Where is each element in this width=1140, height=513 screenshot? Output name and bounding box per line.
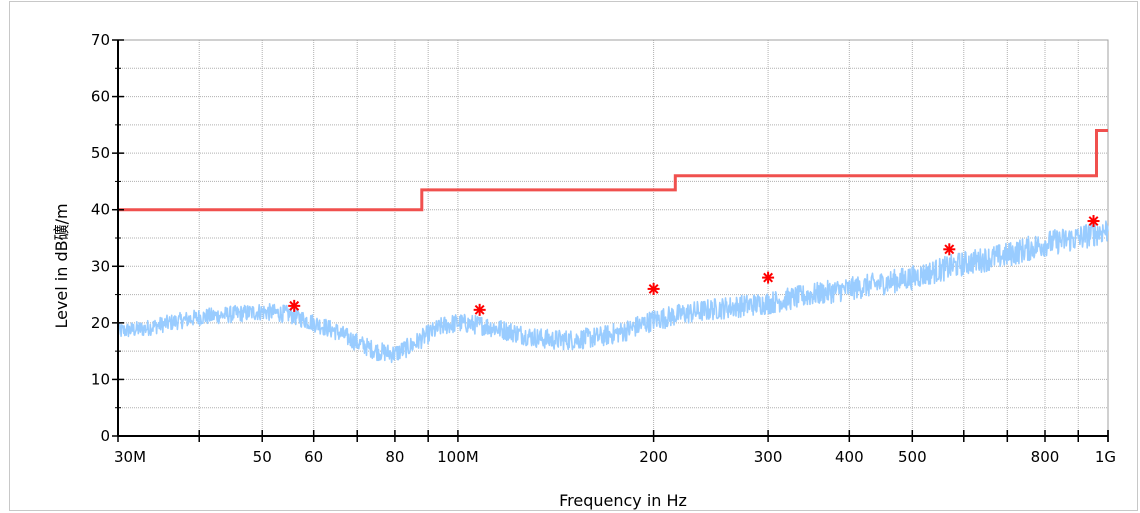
peak-markers <box>288 215 1100 316</box>
peak-marker-stroke <box>763 272 774 283</box>
x-tick-label: 100M <box>437 448 479 466</box>
peak-marker-stroke <box>944 244 955 255</box>
y-tick-label: 40 <box>91 201 110 219</box>
y-tick-label: 60 <box>91 88 110 106</box>
x-tick-label: 500 <box>898 448 927 466</box>
peak-marker <box>473 303 486 316</box>
peak-marker <box>943 243 956 256</box>
x-axis-label: Frequency in Hz <box>559 491 687 510</box>
x-tick-label: 50 <box>253 448 272 466</box>
axes: 0 10 20 30 40 50 60 70 30M 50 60 80 100M 200 300 400 500… <box>91 31 1116 466</box>
measurement-trace <box>117 220 1109 364</box>
limit-line <box>118 129 1108 212</box>
y-tick-label: 70 <box>91 31 110 49</box>
y-axis-label: Level in dB礦/m <box>52 203 71 328</box>
y-tick-label: 0 <box>100 427 110 445</box>
peak-marker <box>288 299 301 312</box>
grid <box>117 39 1109 437</box>
y-tick-label: 20 <box>91 314 110 332</box>
x-tick-label: 30M <box>114 448 146 466</box>
peak-marker <box>647 282 660 295</box>
x-tick-label: 60 <box>304 448 323 466</box>
y-tick-label: 30 <box>91 257 110 275</box>
x-tick-label: 300 <box>754 448 783 466</box>
y-tick-label: 50 <box>91 144 110 162</box>
x-tick-label: 200 <box>639 448 668 466</box>
x-tick-label: 80 <box>385 448 404 466</box>
chart-frame <box>9 1 1138 511</box>
x-tick-label: 1G <box>1095 448 1116 466</box>
x-tick-label: 400 <box>835 448 864 466</box>
peak-marker <box>1087 215 1100 228</box>
peak-marker-stroke <box>474 304 485 315</box>
limit-line-path <box>118 129 1108 212</box>
x-tick-label: 800 <box>1031 448 1060 466</box>
peak-marker <box>762 271 775 284</box>
measurement-trace-path <box>117 220 1109 364</box>
y-tick-label: 10 <box>91 370 110 388</box>
peak-marker-stroke <box>289 300 300 311</box>
peak-marker-stroke <box>648 283 659 294</box>
peak-marker-stroke <box>1088 216 1099 226</box>
